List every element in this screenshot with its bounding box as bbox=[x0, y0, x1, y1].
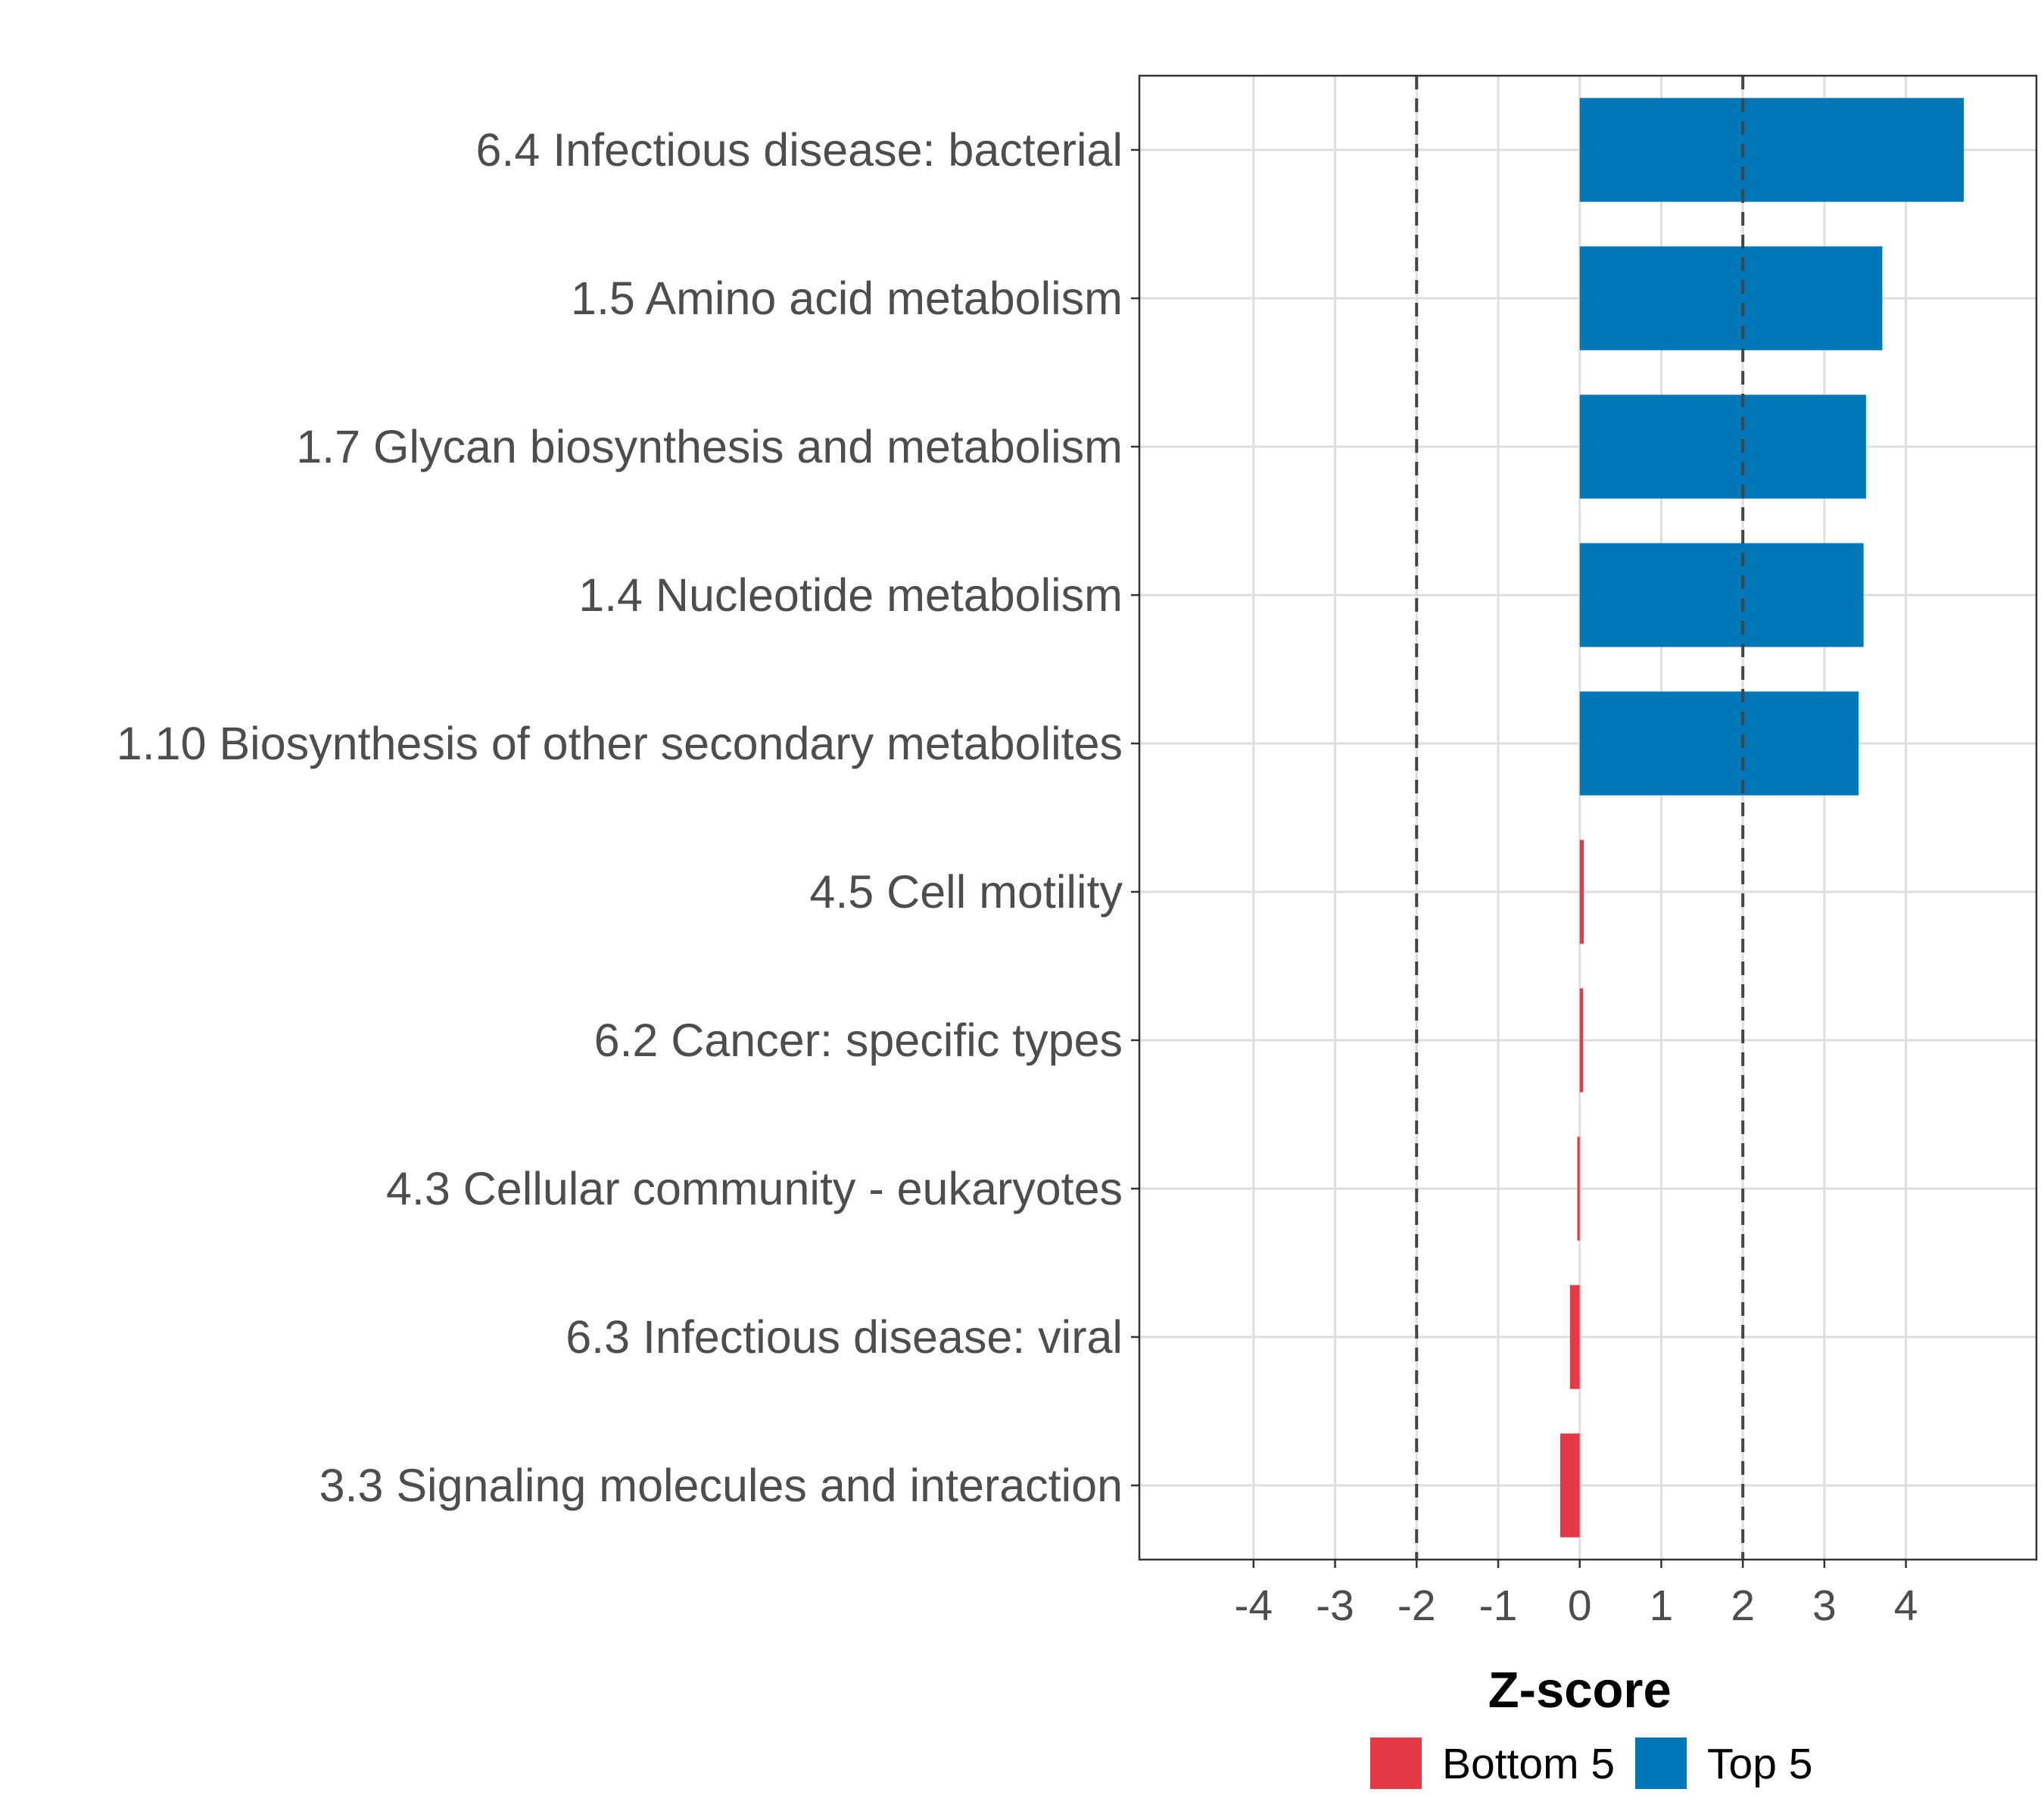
x-tick-label-4: 0 bbox=[1568, 1582, 1592, 1630]
bar-6 bbox=[1579, 988, 1584, 1092]
x-tick-label-0: -4 bbox=[1234, 1582, 1273, 1630]
bar-1 bbox=[1579, 246, 1883, 351]
x-tick-label-7: 3 bbox=[1812, 1582, 1837, 1630]
bars bbox=[1559, 98, 1965, 1538]
x-tick-label-2: -2 bbox=[1397, 1582, 1436, 1630]
x-tick-label-8: 4 bbox=[1894, 1582, 1918, 1630]
legend-label-1: Top 5 bbox=[1707, 1740, 1812, 1788]
legend: Bottom 5 Top 5 bbox=[1370, 1738, 1812, 1789]
legend-label-0: Bottom 5 bbox=[1442, 1740, 1615, 1788]
bar-7 bbox=[1577, 1136, 1580, 1241]
y-axis-ticks: 6.4 Infectious disease: bacterial 1.5 Ami… bbox=[117, 124, 1139, 1511]
x-tick-label-1: -3 bbox=[1316, 1582, 1354, 1630]
legend-swatch-1 bbox=[1635, 1738, 1687, 1789]
bar-8 bbox=[1569, 1285, 1580, 1389]
category-label-6: 6.2 Cancer: specific types bbox=[594, 1014, 1123, 1066]
category-label-3: 1.4 Nucleotide metabolism bbox=[578, 569, 1123, 621]
category-label-8: 6.3 Infectious disease: viral bbox=[566, 1311, 1123, 1363]
category-label-7: 4.3 Cellular community - eukaryotes bbox=[386, 1163, 1123, 1214]
bar-4 bbox=[1579, 691, 1859, 796]
x-tick-label-3: -1 bbox=[1479, 1582, 1518, 1630]
bar-3 bbox=[1579, 543, 1864, 647]
category-label-0: 6.4 Infectious disease: bacterial bbox=[475, 124, 1123, 176]
category-label-5: 4.5 Cell motility bbox=[809, 866, 1123, 918]
legend-swatch-0 bbox=[1370, 1738, 1422, 1789]
x-tick-label-5: 1 bbox=[1650, 1582, 1674, 1630]
bar-2 bbox=[1579, 394, 1866, 499]
category-label-9: 3.3 Signaling molecules and interaction bbox=[319, 1460, 1123, 1511]
bar-5 bbox=[1579, 840, 1584, 944]
x-axis-title: Z-score bbox=[1488, 1662, 1672, 1719]
x-axis-ticks: -4 -3 -2 -1 0 1 2 3 4 bbox=[1234, 1560, 1918, 1630]
panel-border bbox=[1138, 74, 2038, 1561]
bar-9 bbox=[1559, 1433, 1580, 1538]
category-label-2: 1.7 Glycan biosynthesis and metabolism bbox=[296, 421, 1123, 472]
category-label-4: 1.10 Biosynthesis of other secondary met… bbox=[117, 718, 1123, 769]
bar-0 bbox=[1579, 98, 1965, 202]
reference-lines bbox=[1415, 76, 1745, 1560]
x-tick-label-6: 2 bbox=[1731, 1582, 1755, 1630]
category-label-1: 1.5 Amino acid metabolism bbox=[571, 273, 1123, 324]
